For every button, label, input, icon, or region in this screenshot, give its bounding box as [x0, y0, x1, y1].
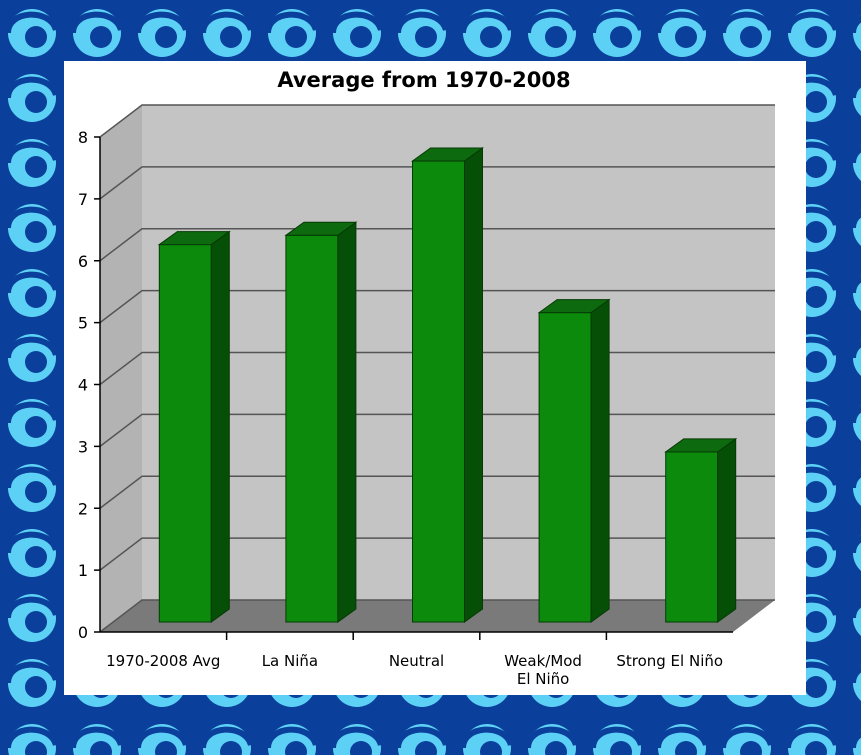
x-tick-label: Weak/Mod [504, 652, 582, 670]
bar-side [591, 300, 609, 622]
y-tick-label: 3 [78, 437, 88, 456]
bar-side [465, 148, 483, 622]
bar [666, 452, 718, 622]
y-tick-label: 1 [78, 561, 88, 580]
bar [286, 235, 338, 622]
bar [413, 161, 465, 622]
chart-title: Average from 1970-2008 [277, 68, 570, 92]
plot-area: 0 1 2 3 4 5 6 7 8 1970-2008 Avg La Niña Neutral Weak… [78, 105, 775, 688]
x-tick-label: El Niño [517, 670, 570, 688]
y-tick-label: 6 [78, 252, 88, 271]
x-tick-label: La Niña [262, 652, 318, 670]
y-tick-label: 7 [78, 190, 88, 209]
bar-side [718, 439, 736, 622]
bar-side [338, 222, 356, 622]
y-tick-label: 5 [78, 314, 88, 333]
bar [159, 245, 211, 622]
y-tick-label: 2 [78, 499, 88, 518]
bar-side [211, 232, 229, 622]
x-tick-label: Strong El Niño [616, 652, 723, 670]
x-tick-label: Neutral [389, 652, 444, 670]
y-tick-label: 0 [78, 623, 88, 642]
x-tick-label: 1970-2008 Avg [106, 652, 220, 670]
y-tick-label: 8 [78, 128, 88, 147]
y-tick-label: 4 [78, 376, 88, 395]
bar [539, 313, 591, 622]
